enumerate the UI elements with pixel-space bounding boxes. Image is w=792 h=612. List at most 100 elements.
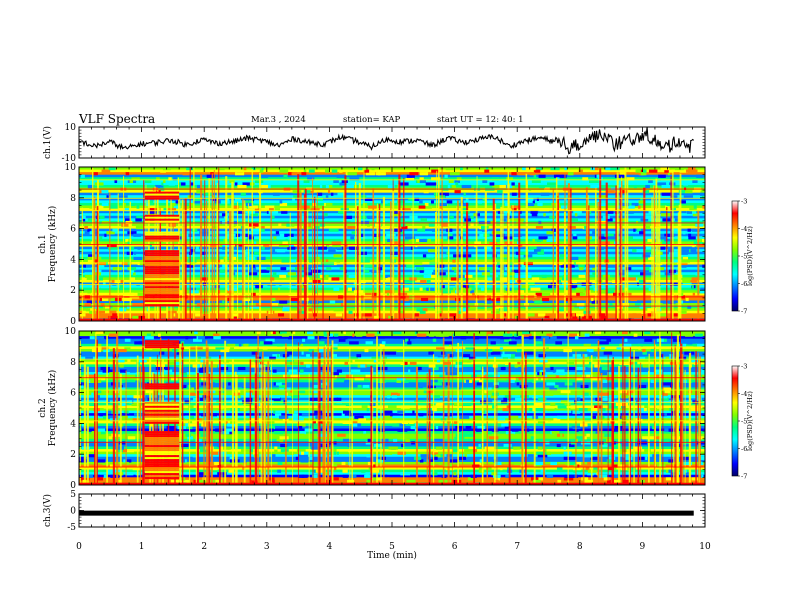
spectrogram-cell [259, 228, 265, 232]
spectrogram-cell [533, 174, 537, 178]
spectrogram-band [79, 182, 705, 186]
spectrogram-band [79, 464, 705, 468]
spectrogram-cell [282, 241, 288, 245]
spectrogram-cell [400, 218, 405, 222]
spectrogram-cell [327, 428, 334, 432]
spectrogram-cell [572, 467, 582, 471]
spectrogram-cell [223, 431, 230, 435]
spectrogram-cell [669, 408, 674, 412]
spectrogram-cell [398, 244, 404, 248]
spectrogram-cell [228, 382, 231, 386]
spectrogram-cell [233, 205, 239, 209]
spectrogram-cell [496, 261, 500, 266]
spectrogram-cell [609, 303, 613, 307]
spectrogram-cell [242, 303, 249, 307]
spectrogram-cell [361, 179, 371, 183]
spectrogram-cell [139, 423, 143, 427]
spectrogram-cell [435, 402, 445, 407]
spectrogram-cell [79, 459, 87, 463]
y-tick-label: 6 [70, 225, 76, 235]
spectrogram-cell [602, 379, 608, 383]
spectrogram-cell [687, 167, 696, 171]
spectrogram-impulse [666, 207, 668, 321]
spectrogram-cell [511, 172, 517, 176]
spectrogram-cell [591, 297, 594, 302]
spectrogram-cell [501, 423, 509, 427]
spectrogram-impulse [318, 352, 321, 485]
spectrogram-cell [363, 431, 367, 435]
spectrogram-cell [664, 169, 672, 173]
spectrogram-cell [229, 261, 233, 266]
spectrogram-cell [87, 228, 91, 232]
spectrogram-cell [486, 467, 492, 471]
spectrogram-cell [392, 213, 402, 217]
spectrogram-cell [626, 392, 630, 396]
spectrogram-cell [650, 379, 656, 383]
spectrogram-cell [83, 264, 86, 268]
spectrogram-cell [486, 338, 490, 342]
spectrogram-cell [642, 348, 646, 353]
spectrogram-cell [333, 287, 340, 291]
spectrogram-impulse [611, 360, 614, 485]
spectrogram-cell [254, 208, 262, 212]
spectrogram-burst [144, 409, 180, 412]
spectrogram-tone [79, 222, 705, 224]
spectrogram-cell [89, 231, 94, 235]
spectrogram-cell [235, 172, 245, 176]
spectrogram-impulse [109, 192, 111, 321]
spectrogram-impulse [304, 188, 307, 321]
spectrogram-cell [279, 233, 285, 237]
spectrogram-cell [494, 461, 502, 466]
spectrogram-band [79, 269, 705, 273]
spectrogram-cell [367, 438, 372, 442]
spectrogram-cell [536, 246, 542, 250]
spectrogram-cell [269, 441, 280, 445]
spectrogram-cell [644, 331, 651, 335]
spectrogram-cell [209, 244, 218, 248]
spectrogram-cell [565, 290, 571, 294]
y-axis-label: Frequency (kHz) [47, 206, 58, 283]
spectrogram-impulse [473, 333, 475, 485]
spectrogram-cell [248, 223, 259, 227]
spectrogram-cell [664, 272, 675, 276]
spectrogram-cell [339, 182, 347, 186]
spectrogram-cell [644, 405, 650, 409]
spectrogram-impulse [117, 193, 119, 321]
spectrogram-cell [277, 287, 281, 291]
spectrogram-band [79, 420, 705, 424]
spectrogram-cell [548, 418, 551, 422]
spectrogram-cell [552, 369, 556, 373]
spectrogram-cell [657, 418, 667, 422]
spectrogram-impulse [83, 364, 86, 485]
spectrogram-impulse [312, 177, 314, 321]
spectrogram-cell [691, 477, 699, 481]
spectrogram-impulse [457, 342, 460, 485]
y-tick-label: 5 [70, 490, 76, 500]
spectrogram-cell [584, 392, 589, 396]
spectrogram-cell [679, 379, 688, 383]
spectrogram-impulse [681, 354, 684, 485]
spectrogram-band [79, 438, 705, 442]
spectrogram-cell [211, 425, 217, 430]
spectrogram-cell [688, 331, 693, 335]
spectrogram-cell [303, 256, 311, 260]
spectrogram-cell [680, 300, 684, 304]
spectrogram-cell [504, 361, 509, 365]
spectrogram-cell [288, 244, 294, 248]
spectrogram-cell [123, 292, 130, 296]
spectrogram-cell [129, 179, 133, 183]
spectrogram-cell [203, 192, 213, 196]
spectrogram-cell [137, 292, 148, 296]
spectrogram-cell [144, 179, 152, 183]
spectrogram-cell [660, 167, 670, 171]
spectrogram-impulse [616, 172, 619, 321]
spectrogram-impulse [412, 189, 414, 321]
spectrogram-cell [465, 379, 470, 383]
spectrogram-burst [144, 344, 180, 347]
spectrogram-impulse [447, 209, 450, 321]
spectrogram-cell [366, 333, 375, 337]
spectrogram-cell [222, 246, 226, 250]
spectrogram-impulse [626, 177, 629, 321]
spectrogram-cell [556, 369, 565, 373]
spectrogram-impulse [119, 373, 122, 485]
